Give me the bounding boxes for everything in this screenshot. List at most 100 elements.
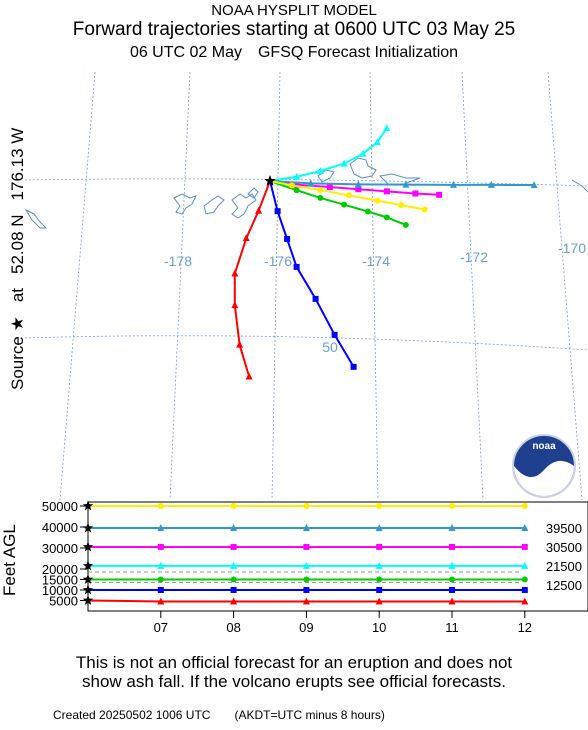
trajectory-point-10000	[274, 208, 281, 215]
trajectory-point-15000	[293, 187, 300, 194]
height-right-label: 30500	[546, 540, 582, 555]
longitude-label: -170	[558, 240, 586, 256]
trajectory-point-5000	[255, 206, 263, 214]
trajectory-point-10000	[293, 263, 300, 270]
trajectory-point-5000	[231, 269, 239, 277]
height-point-10000	[230, 587, 237, 593]
map-panel: -178 -176 -174 -172 -170 50 noaa	[24, 70, 588, 502]
height-start-star	[82, 522, 94, 533]
height-tick-label: 20000	[42, 562, 78, 577]
height-point-30500	[230, 543, 237, 550]
map-grid	[24, 71, 588, 501]
height-start-star	[82, 541, 94, 552]
height-point-30500	[376, 543, 383, 550]
height-frame	[87, 501, 588, 612]
longitude-line-176w	[271, 71, 281, 501]
height-point-39500	[157, 524, 165, 532]
height-guides	[88, 571, 522, 583]
longitude-line-177w	[169, 71, 191, 501]
longitude-label: -172	[460, 249, 488, 265]
map-frame	[25, 70, 588, 502]
time-tick-label: 08	[226, 620, 240, 635]
footer: Created 20250502 1006 UTC (AKDT=UTC minus…	[53, 708, 409, 722]
longitude-line-174w	[461, 71, 484, 501]
model-name: NOAA HYSPLIT MODEL	[211, 2, 377, 19]
source-star	[264, 175, 276, 186]
height-tick-label: 50000	[42, 499, 78, 514]
height-point-39500	[302, 524, 310, 532]
height-point-21500	[157, 561, 165, 569]
height-tick-label: 5000	[49, 594, 78, 609]
trajectory-point-39500	[354, 180, 362, 188]
height-start-star	[82, 574, 94, 584]
height-point-50000	[157, 503, 164, 509]
height-right-label: 21500	[546, 559, 582, 574]
height-start-star	[82, 500, 94, 511]
trajectory-point-15000	[402, 221, 409, 228]
height-point-50000	[521, 503, 528, 509]
trajectory-point-21500	[340, 159, 348, 167]
height-tick-label: 10000	[42, 583, 78, 598]
height-point-30500	[521, 543, 528, 550]
latitude-label: 50	[322, 339, 338, 355]
noaa-logo: noaa	[512, 434, 576, 498]
height-point-5000	[302, 597, 310, 605]
height-point-39500	[375, 524, 383, 532]
height-point-10000	[303, 587, 310, 593]
height-point-5000	[521, 597, 529, 605]
trajectory-point-5000	[245, 372, 253, 380]
trajectory-point-30500	[355, 186, 362, 193]
noaa-logo-text: noaa	[532, 441, 556, 452]
time-tick-label: 07	[154, 620, 168, 635]
height-point-10000	[376, 587, 383, 593]
latitude-line-50	[24, 335, 588, 351]
trajectory-point-30500	[293, 181, 300, 188]
height-point-5000	[375, 597, 383, 605]
trajectory-point-15000	[341, 201, 348, 208]
height-point-30500	[303, 543, 310, 550]
trajectory-point-39500	[307, 179, 315, 187]
trajectory-point-50000	[345, 192, 352, 199]
met-model: GFSQ Forecast Initialization	[257, 44, 459, 61]
height-point-10000	[521, 587, 528, 593]
source-marker	[264, 175, 276, 186]
height-point-30500	[157, 543, 164, 550]
created-timestamp: Created 20250502 1006 UTC	[53, 708, 211, 722]
height-start-star	[82, 584, 94, 595]
trajectory-point-50000	[421, 206, 428, 213]
height-point-21500	[302, 561, 310, 569]
height-point-5000	[157, 597, 165, 605]
height-point-5000	[448, 597, 456, 605]
coastline	[24, 208, 48, 229]
trajectory-point-39500	[487, 180, 495, 188]
longitude-label: -174	[362, 253, 390, 269]
height-series	[82, 500, 529, 605]
height-point-10000	[449, 587, 455, 593]
timezone-note: (AKDT=UTC minus 8 hours)	[234, 708, 385, 722]
trajectory-point-50000	[288, 182, 295, 189]
height-point-39500	[521, 524, 529, 532]
height-start-star	[82, 560, 94, 571]
height-point-30500	[449, 543, 455, 550]
met-run: 06 UTC 02 May	[129, 44, 242, 61]
trajectories	[231, 124, 538, 380]
trajectory-point-10000	[284, 236, 291, 243]
noaa-logo-wave	[514, 460, 574, 496]
trajectory-point-39500	[402, 180, 410, 188]
height-point-50000	[376, 503, 383, 509]
coastline	[247, 187, 259, 199]
time-tick-label: 11	[445, 620, 459, 635]
coastline	[231, 193, 257, 219]
trajectory-point-15000	[317, 194, 324, 201]
height-point-15000	[157, 576, 164, 583]
trajectory-point-21500	[293, 172, 301, 180]
height-point-15000	[449, 576, 455, 583]
height-point-15000	[376, 576, 383, 583]
trajectory-point-39500	[449, 180, 457, 188]
height-point-15000	[521, 576, 528, 583]
trajectory-point-30500	[436, 191, 443, 198]
trajectory-point-5000	[242, 234, 250, 242]
height-right-label: 39500	[546, 521, 582, 536]
